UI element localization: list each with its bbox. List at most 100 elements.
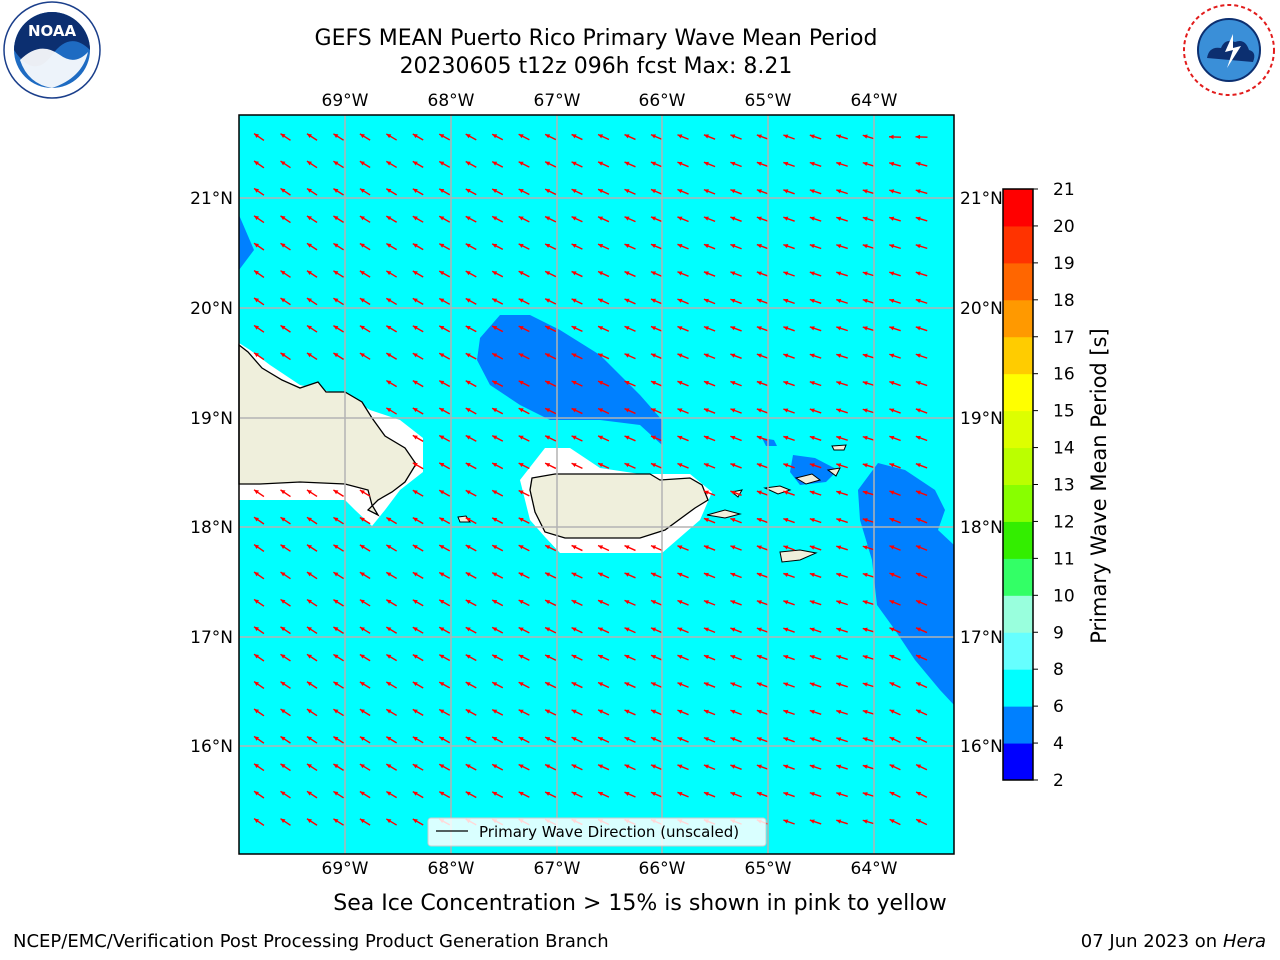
wave-direction-arrowhead <box>677 326 683 331</box>
wave-direction-arrowhead <box>889 353 895 358</box>
wave-direction-arrowhead <box>333 298 339 303</box>
wave-direction-arrowhead <box>518 463 524 468</box>
wave-direction-arrowhead <box>359 681 365 687</box>
wave-direction-arrowhead <box>836 353 842 358</box>
wave-direction-arrowhead <box>492 435 498 440</box>
wave-direction-arrowhead <box>598 709 604 714</box>
tortola-island <box>794 473 822 485</box>
wave-direction-arrowhead <box>730 408 736 413</box>
low-period-area-north <box>477 315 662 445</box>
wave-direction-arrowhead <box>677 655 683 660</box>
wave-direction-arrowhead <box>730 353 736 358</box>
wave-direction-arrowhead <box>889 600 895 605</box>
wave-direction-arrowhead <box>677 134 683 139</box>
colorbar-tick-label: 6 <box>1053 697 1064 717</box>
wave-direction-arrowhead <box>756 326 762 331</box>
wave-direction-arrowhead <box>518 791 524 796</box>
wave-direction-arrowhead <box>730 600 736 605</box>
wave-direction-arrowhead <box>677 435 683 440</box>
wave-direction-arrowhead <box>518 627 524 632</box>
wave-direction-arrowhead <box>465 216 471 221</box>
wave-direction-arrowhead <box>571 463 577 468</box>
lon-label: 68°W <box>428 859 475 879</box>
wave-direction-arrowhead <box>703 353 709 358</box>
wave-direction-arrowhead <box>386 380 392 385</box>
wave-direction-arrowhead <box>624 709 630 714</box>
wave-direction-arrowhead <box>677 737 683 742</box>
wave-direction-arrowhead <box>809 244 815 249</box>
wave-direction-arrowhead <box>862 435 868 441</box>
colorbar-tick-label: 17 <box>1053 328 1075 348</box>
wave-direction-arrowhead <box>412 599 418 604</box>
wave-direction-arrowhead <box>809 353 815 358</box>
wave-direction-arrowhead <box>650 572 656 577</box>
wave-direction-arrowhead <box>889 244 895 249</box>
wave-direction-arrowhead <box>412 161 418 166</box>
lat-label: 19°N <box>960 409 1003 429</box>
wave-direction-arrowhead <box>386 791 392 796</box>
wave-direction-arrowhead <box>703 518 709 523</box>
wave-direction-arrowhead <box>306 161 312 166</box>
wave-direction-arrowhead <box>677 298 683 303</box>
wave-direction-arrowhead <box>783 627 789 632</box>
lon-label: 67°W <box>534 859 581 879</box>
wave-direction-arrowhead <box>386 572 392 577</box>
wave-direction-arrowhead <box>809 792 815 797</box>
colorbar-segment <box>1003 410 1033 449</box>
wave-direction-arrowhead <box>439 325 445 330</box>
wave-direction-arrowhead <box>809 408 815 413</box>
wave-direction-arrowhead <box>783 435 789 440</box>
wave-direction-arrowhead <box>783 408 789 413</box>
wave-direction-arrowhead <box>862 545 868 550</box>
wave-direction-arrowhead <box>862 819 868 824</box>
wave-direction-arrowhead <box>333 325 339 330</box>
sea-ice-note-text: Sea Ice Concentration > 15% is shown in … <box>333 891 947 916</box>
wave-direction-arrowhead <box>306 818 312 824</box>
wave-direction-arrowhead <box>492 737 498 742</box>
wave-direction-arrowhead <box>412 435 418 440</box>
wave-direction-arrowhead <box>439 435 445 440</box>
wave-direction-arrowhead <box>703 244 709 249</box>
wave-direction-arrowhead <box>333 764 339 769</box>
wave-direction-arrowhead <box>598 682 604 687</box>
wave-direction-arrowhead <box>439 408 445 413</box>
colorbar-tick-label: 4 <box>1053 734 1064 754</box>
wave-direction-arrowhead <box>465 408 471 413</box>
wave-direction-arrowhead <box>545 682 551 687</box>
wave-direction-arrowhead <box>703 381 709 386</box>
wave-direction-arrowhead <box>306 599 312 604</box>
wave-direction-arrowhead <box>306 709 312 714</box>
wave-direction-arrowhead <box>624 572 630 577</box>
wave-direction-arrowhead <box>359 243 365 248</box>
colorbar-tick-label: 11 <box>1053 549 1075 569</box>
wave-direction-arrowhead <box>306 270 312 276</box>
wave-direction-arrowhead <box>412 408 418 413</box>
wave-direction-arrowhead <box>915 353 921 358</box>
wave-direction-arrowhead <box>915 463 921 468</box>
lon-label: 67°W <box>534 91 581 111</box>
wave-direction-arrowhead <box>624 216 630 221</box>
wave-direction-arrowhead <box>571 654 577 659</box>
wave-direction-arrowhead <box>306 517 312 522</box>
wave-direction-arrowhead <box>703 572 709 577</box>
wave-direction-arrowhead <box>836 216 842 221</box>
wave-direction-arrowhead <box>254 681 259 686</box>
wave-direction-arrowhead <box>677 545 683 550</box>
wave-direction-arrowhead <box>915 161 921 167</box>
wave-direction-arrowhead <box>439 709 445 714</box>
wave-direction-arrowhead <box>306 489 312 495</box>
wave-direction-arrowhead <box>862 655 868 660</box>
wave-direction-arrowhead <box>889 764 895 769</box>
wave-direction-arrowhead <box>254 517 259 522</box>
wave-direction-arrowhead <box>703 545 709 550</box>
wave-direction-arrowhead <box>571 545 577 550</box>
wave-direction-arrowhead <box>650 545 656 550</box>
lat-label: 17°N <box>190 628 233 648</box>
wave-direction-arrowhead <box>571 682 577 687</box>
colorbar-tick-label: 14 <box>1053 439 1075 459</box>
wave-direction-arrowhead <box>280 517 286 522</box>
colorbar-segment <box>1003 189 1033 227</box>
wave-direction-arrowhead <box>254 654 259 659</box>
wave-direction-arrowhead <box>439 736 445 741</box>
wave-direction-arrowhead <box>518 161 524 166</box>
